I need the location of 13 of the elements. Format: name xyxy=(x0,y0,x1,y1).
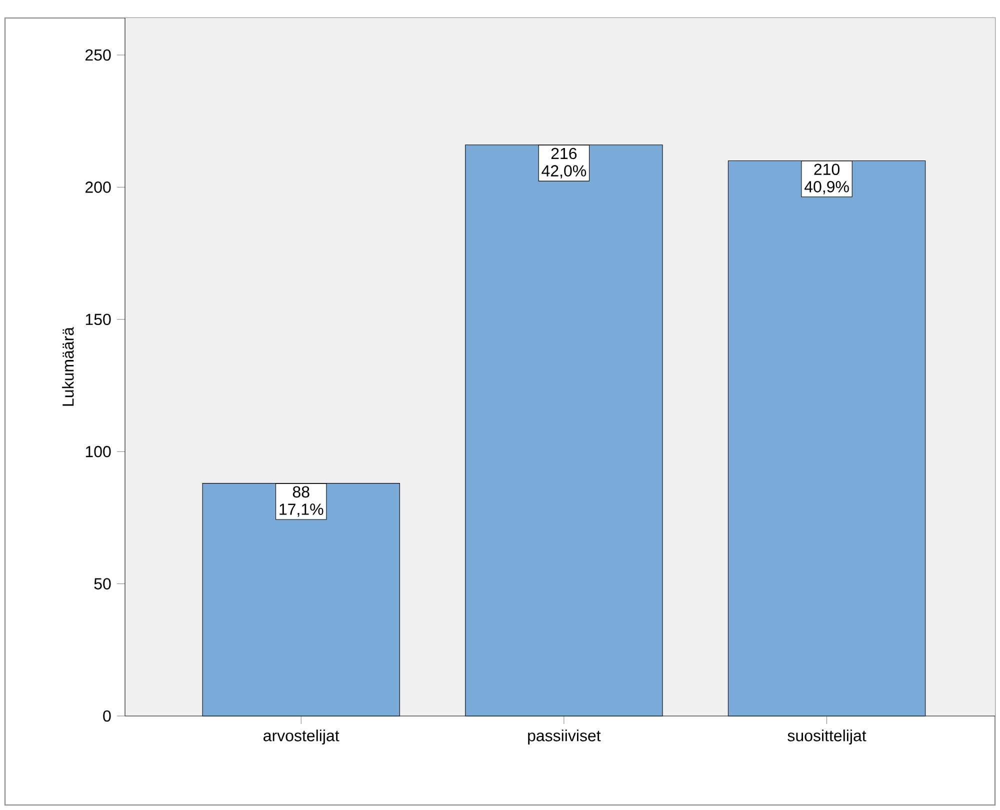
x-tick-label: arvostelijat xyxy=(264,730,340,745)
y-tick-label: 250 xyxy=(86,49,111,61)
y-tick-label: 100 xyxy=(86,446,111,458)
x-tick-label: suosittelijat xyxy=(788,730,866,745)
y-tick-label: 200 xyxy=(86,182,111,193)
y-tick-label: 0 xyxy=(103,710,111,722)
data-label: 216 42,0% xyxy=(542,148,586,178)
y-axis-title: Lukumäärä xyxy=(62,326,74,406)
data-label: 210 40,9% xyxy=(804,164,849,194)
x-tick-label: passiiviset xyxy=(528,730,601,745)
y-tick-label: 50 xyxy=(94,578,111,590)
data-label: 88 17,1% xyxy=(280,486,324,517)
y-tick-label: 150 xyxy=(86,314,111,326)
